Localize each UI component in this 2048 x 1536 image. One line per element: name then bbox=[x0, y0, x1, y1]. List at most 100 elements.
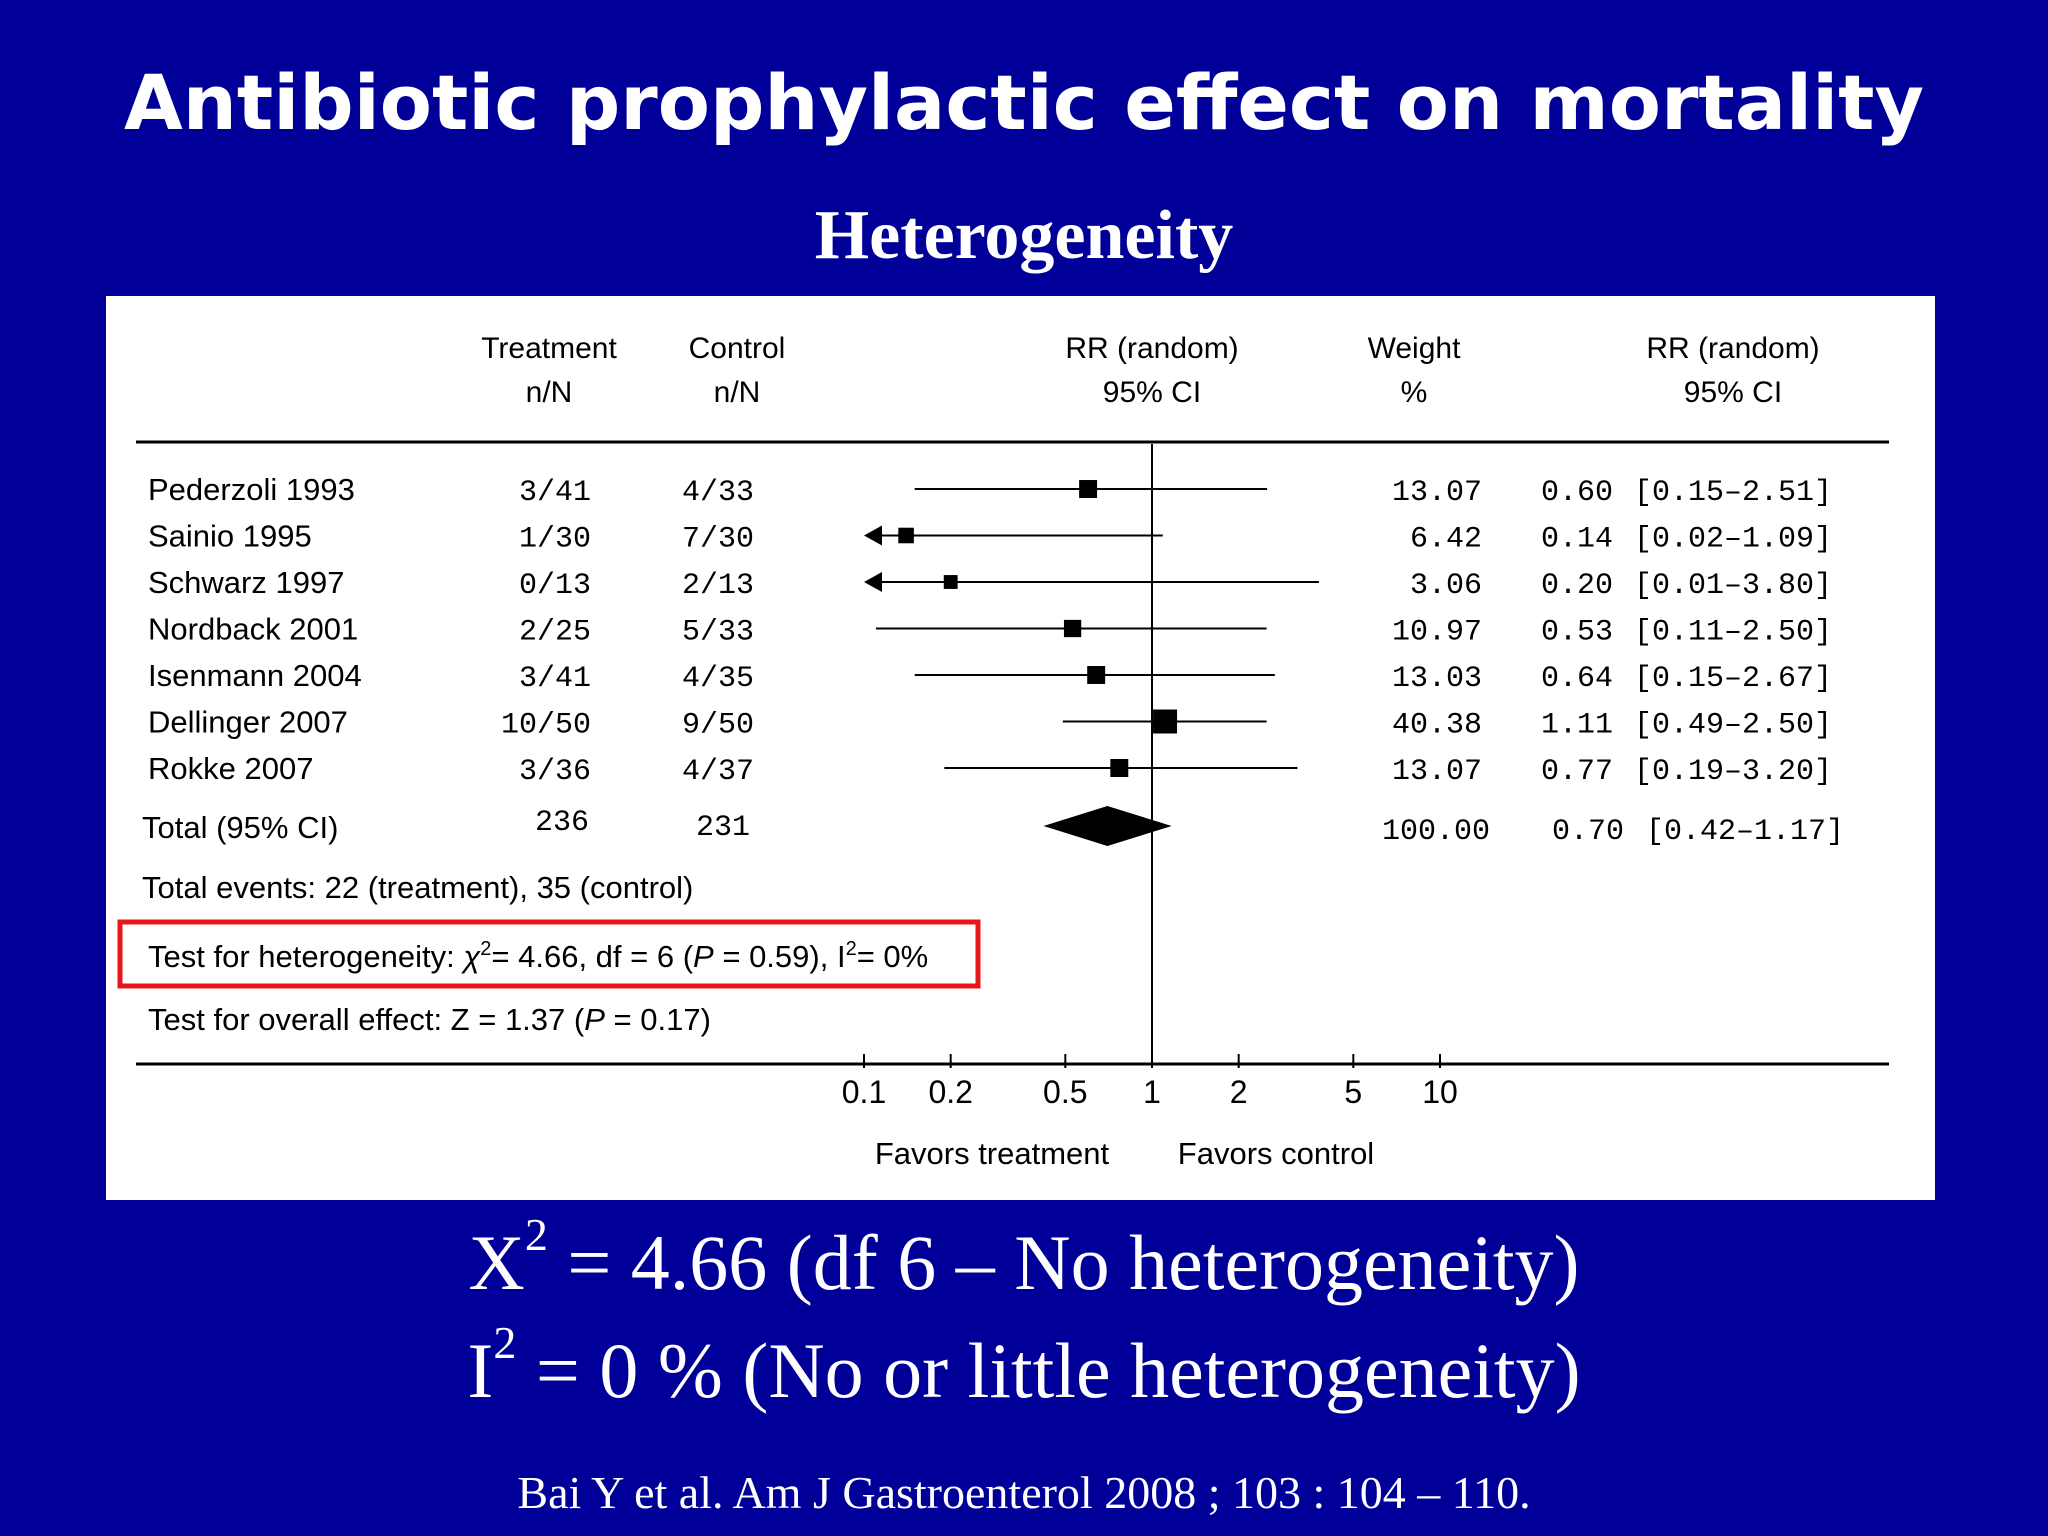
study-name-rokke-2007: Rokke 2007 bbox=[148, 751, 313, 786]
point-estimate-sainio-1995 bbox=[898, 527, 914, 544]
study-name-schwarz-1997: Schwarz 1997 bbox=[148, 565, 344, 600]
rr-value-schwarz-1997: 0.20 bbox=[1541, 569, 1613, 603]
weight-value-pederzoli-1993: 13.07 bbox=[1392, 476, 1482, 510]
chi-square-statement: X2 = 4.66 (df 6 – No heterogeneity) bbox=[0, 1209, 2048, 1308]
control-value-isenmann-2004: 4/35 bbox=[682, 662, 754, 696]
het-p-rest: = 0.59), I bbox=[714, 939, 846, 974]
axis-tick-label-1: 1 bbox=[1143, 1074, 1161, 1110]
chi-superscript: 2 bbox=[524, 1209, 548, 1260]
axis-tick-label-5: 5 bbox=[1344, 1074, 1362, 1110]
total-treatment: 236 bbox=[535, 806, 589, 840]
weight-value-sainio-1995: 6.42 bbox=[1410, 523, 1482, 557]
control-value-pederzoli-1993: 4/33 bbox=[682, 476, 754, 510]
favors-control-label: Favors control bbox=[1178, 1136, 1374, 1171]
i-square-statement: I2 = 0 % (No or little heterogeneity) bbox=[0, 1317, 2048, 1416]
header-control-line1: Control bbox=[689, 332, 786, 365]
overall-rest: = 0.17) bbox=[605, 1002, 711, 1037]
overall-effect-text: Test for overall effect: Z = 1.37 (P = 0… bbox=[148, 1002, 711, 1037]
point-estimate-nordback-2001 bbox=[1063, 619, 1082, 638]
overall-prefix: Test for overall effect: Z = 1.37 ( bbox=[148, 1002, 585, 1037]
pooled-effect-diamond bbox=[1043, 806, 1172, 846]
total-rr-value: 0.70 bbox=[1552, 815, 1624, 849]
het-chi-superscript: 2 bbox=[480, 938, 491, 960]
rr-value-rokke-2007: 0.77 bbox=[1541, 755, 1613, 789]
axis-tick-label-10: 10 bbox=[1422, 1074, 1458, 1110]
plot-lines bbox=[117, 440, 1889, 1068]
header-rr-text-line2: 95% CI bbox=[1684, 376, 1782, 409]
header-control-line2: n/N bbox=[714, 376, 761, 409]
control-value-dellinger-2007: 9/50 bbox=[682, 709, 754, 743]
het-end: = 0% bbox=[857, 939, 929, 974]
plot-marks bbox=[864, 480, 1319, 846]
het-p-symbol: P bbox=[693, 939, 714, 974]
header-rr-plot-line2: 95% CI bbox=[1103, 376, 1201, 409]
rr-value-nordback-2001: 0.53 bbox=[1541, 616, 1613, 650]
control-value-rokke-2007: 4/37 bbox=[682, 755, 754, 789]
study-name-isenmann-2004: Isenmann 2004 bbox=[148, 658, 362, 693]
treatment-value-sainio-1995: 1/30 bbox=[519, 523, 591, 557]
slide-subtitle: Heterogeneity bbox=[814, 197, 1234, 274]
treatment-value-schwarz-1997: 0/13 bbox=[519, 569, 591, 603]
plot-labels: Treatment n/N Control n/N RR (random) 95% CI W… bbox=[142, 332, 1844, 1171]
axis-tick-label-0-2: 0.2 bbox=[928, 1074, 972, 1110]
favors-treatment-label: Favors treatment bbox=[875, 1136, 1110, 1171]
total-weight: 100.00 bbox=[1382, 815, 1490, 849]
control-value-sainio-1995: 7/30 bbox=[682, 523, 754, 557]
chi-statement-text: = 4.66 (df 6 – No heterogeneity) bbox=[547, 1219, 1580, 1306]
total-ci-value: [0.42–1.17] bbox=[1646, 815, 1844, 849]
i-statement-text: = 0 % (No or little heterogeneity) bbox=[516, 1327, 1581, 1414]
header-treatment-line2: n/N bbox=[526, 376, 573, 409]
study-name-nordback-2001: Nordback 2001 bbox=[148, 612, 358, 647]
rr-value-isenmann-2004: 0.64 bbox=[1541, 662, 1613, 696]
treatment-value-pederzoli-1993: 3/41 bbox=[519, 476, 591, 510]
het-i-superscript: 2 bbox=[846, 938, 857, 960]
treatment-value-nordback-2001: 2/25 bbox=[519, 616, 591, 650]
point-estimate-rokke-2007 bbox=[1110, 759, 1129, 777]
control-value-schwarz-1997: 2/13 bbox=[682, 569, 754, 603]
ci-value-schwarz-1997: [0.01–3.80] bbox=[1634, 569, 1832, 603]
i-symbol: I bbox=[467, 1327, 494, 1414]
rr-value-dellinger-2007: 1.11 bbox=[1541, 709, 1613, 743]
heterogeneity-highlight-box bbox=[117, 919, 981, 989]
i-superscript: 2 bbox=[493, 1317, 517, 1368]
ci-value-rokke-2007: [0.19–3.20] bbox=[1634, 755, 1832, 789]
point-estimate-pederzoli-1993 bbox=[1079, 480, 1098, 498]
total-events-text: Total events: 22 (treatment), 35 (contro… bbox=[142, 870, 693, 905]
axis-tick-label-2: 2 bbox=[1230, 1074, 1248, 1110]
axis-tick-label-0-1: 0.1 bbox=[842, 1074, 886, 1110]
overall-p-symbol: P bbox=[584, 1002, 605, 1037]
ci-arrow-schwarz-1997 bbox=[864, 572, 882, 592]
heterogeneity-test-text: Test for heterogeneity: χ2= 4.66, df = 6… bbox=[148, 938, 928, 974]
weight-value-dellinger-2007: 40.38 bbox=[1392, 709, 1482, 743]
study-name-pederzoli-1993: Pederzoli 1993 bbox=[148, 472, 355, 507]
treatment-value-isenmann-2004: 3/41 bbox=[519, 662, 591, 696]
point-estimate-dellinger-2007 bbox=[1153, 709, 1178, 734]
header-rr-plot-line1: RR (random) bbox=[1065, 332, 1238, 365]
total-label: Total (95% CI) bbox=[142, 810, 338, 845]
point-estimate-isenmann-2004 bbox=[1087, 666, 1106, 684]
treatment-value-rokke-2007: 3/36 bbox=[519, 755, 591, 789]
study-name-dellinger-2007: Dellinger 2007 bbox=[148, 705, 348, 740]
het-mid: = 4.66, df = 6 ( bbox=[491, 939, 693, 974]
chi-symbol: X bbox=[468, 1219, 525, 1306]
point-estimate-schwarz-1997 bbox=[943, 575, 958, 589]
het-chi-symbol: χ bbox=[460, 939, 481, 974]
forest-plot: Treatment n/N Control n/N RR (random) 95% CI W… bbox=[117, 332, 1889, 1171]
ci-value-isenmann-2004: [0.15–2.67] bbox=[1634, 662, 1832, 696]
study-name-sainio-1995: Sainio 1995 bbox=[148, 519, 312, 554]
header-weight-line2: % bbox=[1401, 376, 1428, 409]
weight-value-schwarz-1997: 3.06 bbox=[1410, 569, 1482, 603]
weight-value-rokke-2007: 13.07 bbox=[1392, 755, 1482, 789]
axis-tick-label-0-5: 0.5 bbox=[1043, 1074, 1087, 1110]
ci-value-pederzoli-1993: [0.15–2.51] bbox=[1634, 476, 1832, 510]
forest-plot-panel: Treatment n/N Control n/N RR (random) 95% CI W… bbox=[106, 296, 1935, 1200]
total-control: 231 bbox=[696, 811, 750, 845]
header-rr-text-line1: RR (random) bbox=[1646, 332, 1819, 365]
header-weight-line1: Weight bbox=[1368, 332, 1461, 365]
citation: Bai Y et al. Am J Gastroenterol 2008 ; 1… bbox=[517, 1467, 1531, 1518]
ci-value-nordback-2001: [0.11–2.50] bbox=[1634, 616, 1832, 650]
control-value-nordback-2001: 5/33 bbox=[682, 616, 754, 650]
weight-value-nordback-2001: 10.97 bbox=[1392, 616, 1482, 650]
ci-value-dellinger-2007: [0.49–2.50] bbox=[1634, 709, 1832, 743]
slide-title: Antibiotic prophylactic effect on mortal… bbox=[123, 58, 1925, 147]
